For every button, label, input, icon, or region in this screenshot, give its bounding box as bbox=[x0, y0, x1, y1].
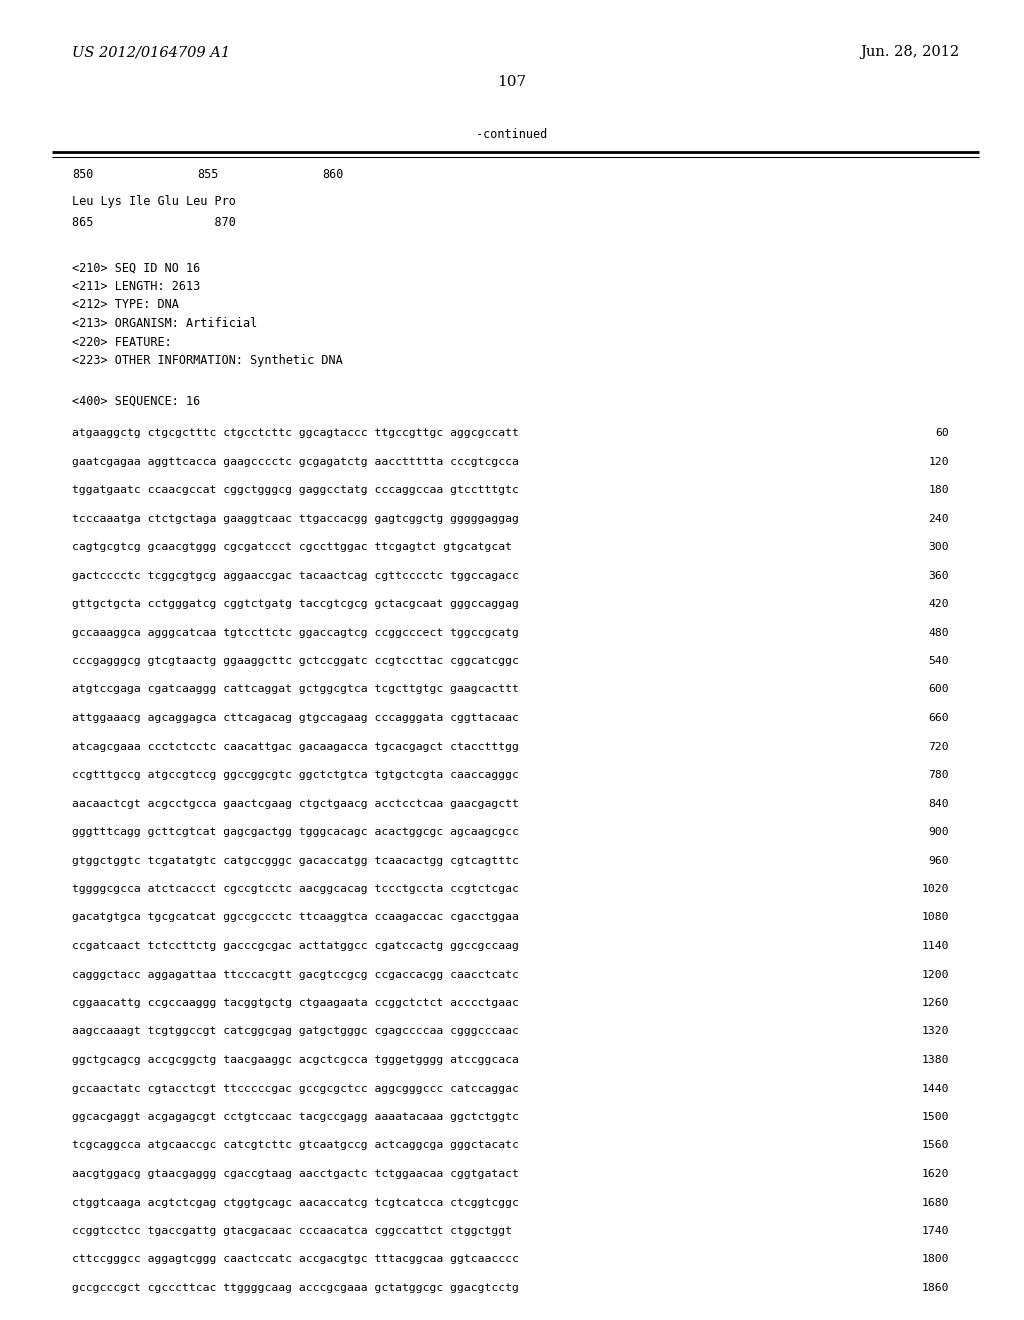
Text: <400> SEQUENCE: 16: <400> SEQUENCE: 16 bbox=[72, 395, 201, 408]
Text: 1380: 1380 bbox=[922, 1055, 949, 1065]
Text: 1620: 1620 bbox=[922, 1170, 949, 1179]
Text: 960: 960 bbox=[929, 855, 949, 866]
Text: atgtccgaga cgatcaaggg cattcaggat gctggcgtca tcgcttgtgc gaagcacttt: atgtccgaga cgatcaaggg cattcaggat gctggcg… bbox=[72, 685, 519, 694]
Text: <220> FEATURE:: <220> FEATURE: bbox=[72, 335, 172, 348]
Text: 720: 720 bbox=[929, 742, 949, 751]
Text: 840: 840 bbox=[929, 799, 949, 808]
Text: atgaaggctg ctgcgctttc ctgcctcttc ggcagtaccc ttgccgttgc aggcgccatt: atgaaggctg ctgcgctttc ctgcctcttc ggcagta… bbox=[72, 428, 519, 438]
Text: -continued: -continued bbox=[476, 128, 548, 141]
Text: attggaaacg agcaggagca cttcagacag gtgccagaag cccagggata cggttacaac: attggaaacg agcaggagca cttcagacag gtgccag… bbox=[72, 713, 519, 723]
Text: cccgagggcg gtcgtaactg ggaaggcttc gctccggatc ccgtccttac cggcatcggc: cccgagggcg gtcgtaactg ggaaggcttc gctccgg… bbox=[72, 656, 519, 667]
Text: ggctgcagcg accgcggctg taacgaaggc acgctcgcca tgggetgggg atccggcaca: ggctgcagcg accgcggctg taacgaaggc acgctcg… bbox=[72, 1055, 519, 1065]
Text: cttccgggcc aggagtcggg caactccatc accgacgtgc tttacggcaa ggtcaacccc: cttccgggcc aggagtcggg caactccatc accgacg… bbox=[72, 1254, 519, 1265]
Text: 540: 540 bbox=[929, 656, 949, 667]
Text: 420: 420 bbox=[929, 599, 949, 609]
Text: gccaaaggca agggcatcaa tgtccttctc ggaccagtcg ccggcccect tggccgcatg: gccaaaggca agggcatcaa tgtccttctc ggaccag… bbox=[72, 627, 519, 638]
Text: 600: 600 bbox=[929, 685, 949, 694]
Text: 1680: 1680 bbox=[922, 1197, 949, 1208]
Text: cagggctacc aggagattaa ttcccacgtt gacgtccgcg ccgaccacgg caacctcatc: cagggctacc aggagattaa ttcccacgtt gacgtcc… bbox=[72, 969, 519, 979]
Text: <223> OTHER INFORMATION: Synthetic DNA: <223> OTHER INFORMATION: Synthetic DNA bbox=[72, 354, 343, 367]
Text: Jun. 28, 2012: Jun. 28, 2012 bbox=[860, 45, 959, 59]
Text: 850: 850 bbox=[72, 169, 93, 181]
Text: ccggtcctcc tgaccgattg gtacgacaac cccaacatca cggccattct ctggctggt: ccggtcctcc tgaccgattg gtacgacaac cccaaca… bbox=[72, 1226, 512, 1236]
Text: cggaacattg ccgccaaggg tacggtgctg ctgaagaata ccggctctct acccctgaac: cggaacattg ccgccaaggg tacggtgctg ctgaaga… bbox=[72, 998, 519, 1008]
Text: 780: 780 bbox=[929, 770, 949, 780]
Text: tggatgaatc ccaacgccat cggctgggcg gaggcctatg cccaggccaa gtcctttgtc: tggatgaatc ccaacgccat cggctgggcg gaggcct… bbox=[72, 484, 519, 495]
Text: 1800: 1800 bbox=[922, 1254, 949, 1265]
Text: ccgtttgccg atgccgtccg ggccggcgtc ggctctgtca tgtgctcgta caaccagggc: ccgtttgccg atgccgtccg ggccggcgtc ggctctg… bbox=[72, 770, 519, 780]
Text: gttgctgcta cctgggatcg cggtctgatg taccgtcgcg gctacgcaat gggccaggag: gttgctgcta cctgggatcg cggtctgatg taccgtc… bbox=[72, 599, 519, 609]
Text: atcagcgaaa ccctctcctc caacattgac gacaagacca tgcacgagct ctacctttgg: atcagcgaaa ccctctcctc caacattgac gacaaga… bbox=[72, 742, 519, 751]
Text: ccgatcaact tctccttctg gacccgcgac acttatggcc cgatccactg ggccgccaag: ccgatcaact tctccttctg gacccgcgac acttatg… bbox=[72, 941, 519, 950]
Text: aacaactcgt acgcctgcca gaactcgaag ctgctgaacg acctcctcaa gaacgagctt: aacaactcgt acgcctgcca gaactcgaag ctgctga… bbox=[72, 799, 519, 808]
Text: ggcacgaggt acgagagcgt cctgtccaac tacgccgagg aaaatacaaa ggctctggtc: ggcacgaggt acgagagcgt cctgtccaac tacgccg… bbox=[72, 1111, 519, 1122]
Text: 900: 900 bbox=[929, 828, 949, 837]
Text: <211> LENGTH: 2613: <211> LENGTH: 2613 bbox=[72, 280, 201, 293]
Text: aagccaaagt tcgtggccgt catcggcgag gatgctgggc cgagccccaa cgggcccaac: aagccaaagt tcgtggccgt catcggcgag gatgctg… bbox=[72, 1027, 519, 1036]
Text: 60: 60 bbox=[935, 428, 949, 438]
Text: 1560: 1560 bbox=[922, 1140, 949, 1151]
Text: gtggctggtc tcgatatgtc catgccgggc gacaccatgg tcaacactgg cgtcagtttc: gtggctggtc tcgatatgtc catgccgggc gacacca… bbox=[72, 855, 519, 866]
Text: 1740: 1740 bbox=[922, 1226, 949, 1236]
Text: 1200: 1200 bbox=[922, 969, 949, 979]
Text: 1140: 1140 bbox=[922, 941, 949, 950]
Text: 1260: 1260 bbox=[922, 998, 949, 1008]
Text: 660: 660 bbox=[929, 713, 949, 723]
Text: <212> TYPE: DNA: <212> TYPE: DNA bbox=[72, 298, 179, 312]
Text: <210> SEQ ID NO 16: <210> SEQ ID NO 16 bbox=[72, 261, 201, 275]
Text: cagtgcgtcg gcaacgtggg cgcgatccct cgccttggac ttcgagtct gtgcatgcat: cagtgcgtcg gcaacgtggg cgcgatccct cgccttg… bbox=[72, 543, 512, 552]
Text: gccgcccgct cgcccttcac ttggggcaag acccgcgaaa gctatggcgc ggacgtcctg: gccgcccgct cgcccttcac ttggggcaag acccgcg… bbox=[72, 1283, 519, 1294]
Text: 300: 300 bbox=[929, 543, 949, 552]
Text: 180: 180 bbox=[929, 484, 949, 495]
Text: 855: 855 bbox=[197, 169, 218, 181]
Text: 1440: 1440 bbox=[922, 1084, 949, 1093]
Text: gacatgtgca tgcgcatcat ggccgccctc ttcaaggtca ccaagaccac cgacctggaa: gacatgtgca tgcgcatcat ggccgccctc ttcaagg… bbox=[72, 912, 519, 923]
Text: aacgtggacg gtaacgaggg cgaccgtaag aacctgactc tctggaacaa cggtgatact: aacgtggacg gtaacgaggg cgaccgtaag aacctga… bbox=[72, 1170, 519, 1179]
Text: tggggcgcca atctcaccct cgccgtcctc aacggcacag tccctgccta ccgtctcgac: tggggcgcca atctcaccct cgccgtcctc aacggca… bbox=[72, 884, 519, 894]
Text: 865                 870: 865 870 bbox=[72, 215, 236, 228]
Text: 1320: 1320 bbox=[922, 1027, 949, 1036]
Text: 240: 240 bbox=[929, 513, 949, 524]
Text: tcgcaggcca atgcaaccgc catcgtcttc gtcaatgccg actcaggcga gggctacatc: tcgcaggcca atgcaaccgc catcgtcttc gtcaatg… bbox=[72, 1140, 519, 1151]
Text: gggtttcagg gcttcgtcat gagcgactgg tgggcacagc acactggcgc agcaagcgcc: gggtttcagg gcttcgtcat gagcgactgg tgggcac… bbox=[72, 828, 519, 837]
Text: gactcccctc tcggcgtgcg aggaaccgac tacaactcag cgttcccctc tggccagacc: gactcccctc tcggcgtgcg aggaaccgac tacaact… bbox=[72, 570, 519, 581]
Text: ctggtcaaga acgtctcgag ctggtgcagc aacaccatcg tcgtcatcca ctcggtcggc: ctggtcaaga acgtctcgag ctggtgcagc aacacca… bbox=[72, 1197, 519, 1208]
Text: Leu Lys Ile Glu Leu Pro: Leu Lys Ile Glu Leu Pro bbox=[72, 195, 236, 209]
Text: 480: 480 bbox=[929, 627, 949, 638]
Text: gccaactatc cgtacctcgt ttcccccgac gccgcgctcc aggcgggccc catccaggac: gccaactatc cgtacctcgt ttcccccgac gccgcgc… bbox=[72, 1084, 519, 1093]
Text: gaatcgagaa aggttcacca gaagcccctc gcgagatctg aaccttttta cccgtcgcca: gaatcgagaa aggttcacca gaagcccctc gcgagat… bbox=[72, 457, 519, 466]
Text: 1860: 1860 bbox=[922, 1283, 949, 1294]
Text: <213> ORGANISM: Artificial: <213> ORGANISM: Artificial bbox=[72, 317, 257, 330]
Text: 1020: 1020 bbox=[922, 884, 949, 894]
Text: 107: 107 bbox=[498, 75, 526, 88]
Text: tcccaaatga ctctgctaga gaaggtcaac ttgaccacgg gagtcggctg gggggaggag: tcccaaatga ctctgctaga gaaggtcaac ttgacca… bbox=[72, 513, 519, 524]
Text: 860: 860 bbox=[322, 169, 343, 181]
Text: US 2012/0164709 A1: US 2012/0164709 A1 bbox=[72, 45, 230, 59]
Text: 1500: 1500 bbox=[922, 1111, 949, 1122]
Text: 360: 360 bbox=[929, 570, 949, 581]
Text: 1080: 1080 bbox=[922, 912, 949, 923]
Text: 120: 120 bbox=[929, 457, 949, 466]
